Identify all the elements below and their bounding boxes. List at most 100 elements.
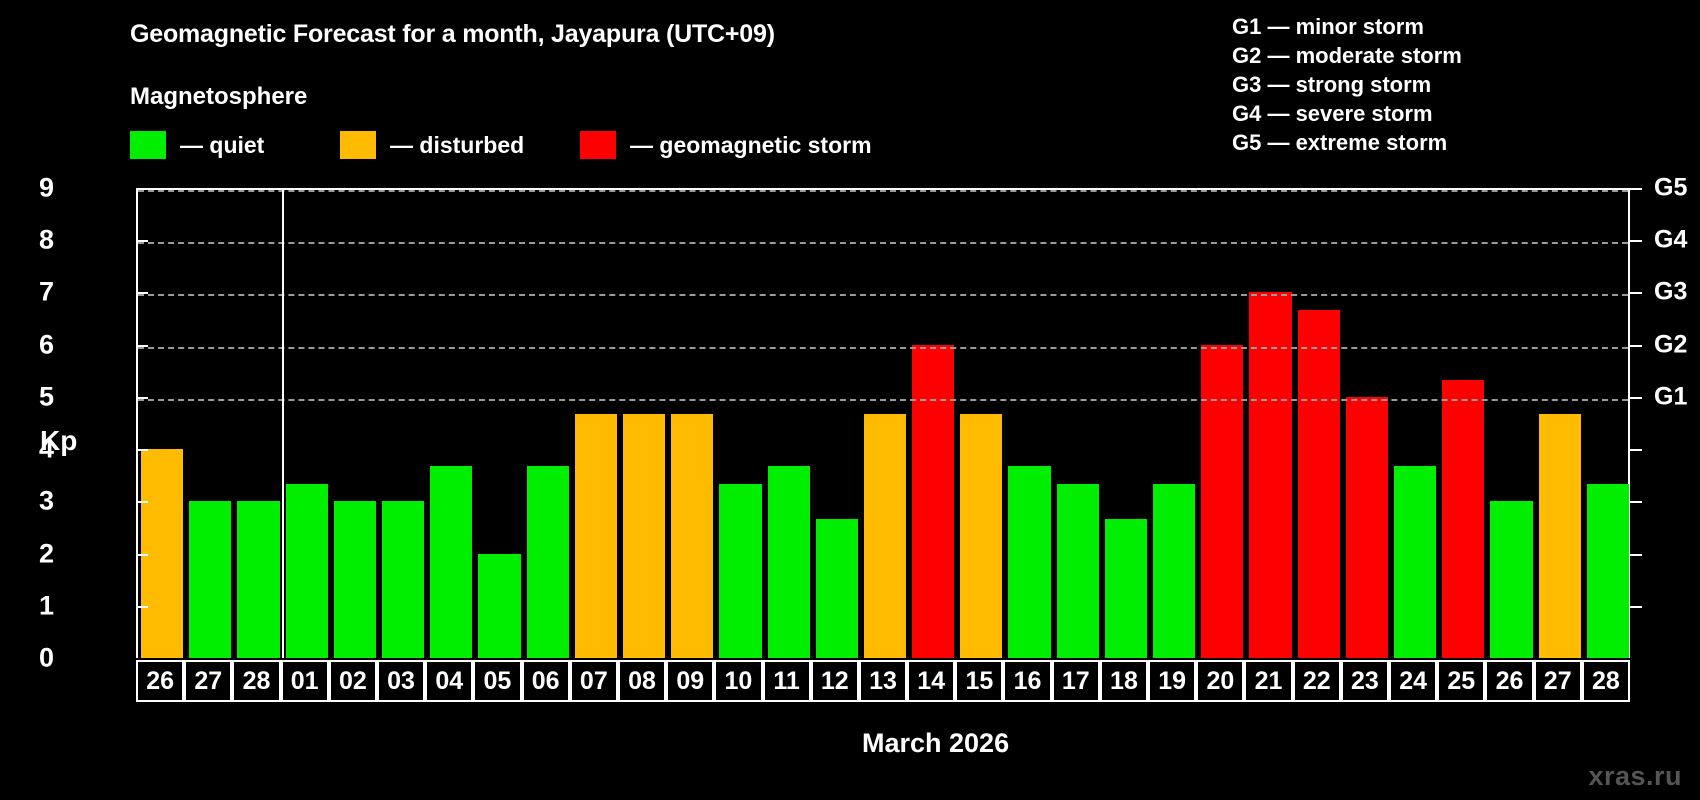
y-tick-label-6: 6: [38, 329, 54, 360]
bar-day-17-19: [1056, 484, 1099, 658]
day-label-28-30: 28: [1581, 660, 1630, 702]
day-label-27-29: 27: [1533, 660, 1582, 702]
legend-quiet-label: — quiet: [180, 131, 265, 158]
x-axis-label: March 2026: [862, 728, 1010, 758]
y-tick-label-1: 1: [38, 590, 54, 621]
y-tick-1: [136, 605, 148, 608]
page-title: Geomagnetic Forecast for a month, Jayapu…: [130, 20, 775, 48]
bar-day-23-25: [1345, 396, 1389, 658]
bar-day-01-3: [285, 484, 328, 658]
y-axis-label: Kp: [40, 425, 78, 456]
g-scale-line-2: G2 — moderate storm: [1232, 43, 1462, 68]
day-label-02-4: 02: [328, 660, 377, 702]
bar-day-06-8: [526, 466, 569, 658]
bar-day-14-16: [912, 344, 955, 658]
day-label-05-7: 05: [473, 660, 522, 702]
legend-storm-swatch: [580, 131, 616, 159]
day-label-22-24: 22: [1292, 660, 1341, 702]
bar-day-20-22: [1201, 344, 1244, 658]
day-label-06-8: 06: [521, 660, 570, 702]
legend-disturbed-label: — disturbed: [390, 131, 525, 158]
bar-day-09-11: [671, 414, 714, 658]
g-scale-line-3: G3 — strong storm: [1232, 72, 1432, 97]
right-axis-tick-5: [1630, 396, 1642, 399]
legend-disturbed-swatch: [340, 131, 376, 159]
gridline-kp-8: [138, 242, 1628, 245]
day-label-26-28: 26: [1485, 660, 1534, 702]
y-tick-6: [136, 344, 148, 347]
bar-day-11-13: [767, 466, 810, 658]
bar-day-02-4: [333, 501, 376, 658]
right-axis-tick-3: [1630, 501, 1642, 504]
day-label-24-26: 24: [1389, 660, 1438, 702]
bar-day-04-6: [430, 466, 473, 658]
y-tick-label-0: 0: [38, 642, 54, 673]
day-label-14-16: 14: [907, 660, 956, 702]
bar-day-25-27: [1442, 379, 1485, 658]
day-label-19-21: 19: [1148, 660, 1197, 702]
gridline-kp-9: [138, 190, 1628, 192]
bar-day-15-17: [960, 414, 1003, 658]
day-label-20-22: 20: [1196, 660, 1245, 702]
y-tick-label-7: 7: [38, 276, 54, 307]
y-tick-label-9: 9: [38, 172, 54, 203]
bar-day-16-18: [1008, 466, 1051, 658]
bar-day-07-9: [574, 414, 617, 658]
y-tick-4: [136, 449, 148, 452]
g-scale-line-1: G1 — minor storm: [1232, 14, 1424, 39]
bar-day-21-23: [1249, 292, 1292, 658]
gridline-kp-5: [138, 398, 1628, 401]
bar-day-22-24: [1297, 309, 1340, 658]
bar-day-26-0: [141, 449, 184, 658]
right-axis-tick-6: [1630, 344, 1642, 347]
g-axis-label-g1: G1: [1654, 382, 1688, 411]
day-label-28-2: 28: [232, 660, 281, 702]
legend-quiet: — quiet: [130, 130, 264, 160]
day-label-16-18: 16: [1003, 660, 1052, 702]
day-label-12-14: 12: [810, 660, 859, 702]
bar-day-08-10: [622, 414, 666, 658]
y-tick-label-3: 3: [38, 485, 54, 516]
day-label-07-9: 07: [569, 660, 618, 702]
bar-day-27-29: [1538, 414, 1581, 658]
bar-day-27-1: [189, 501, 232, 658]
day-label-18-20: 18: [1099, 660, 1149, 702]
bar-day-18-20: [1104, 518, 1148, 658]
y-tick-8: [136, 240, 148, 243]
y-tick-9: [136, 188, 148, 190]
bar-day-26-28: [1490, 501, 1533, 658]
gridline-kp-7: [138, 294, 1628, 297]
bar-series: [138, 190, 1629, 658]
bar-day-28-2: [237, 501, 280, 658]
bar-day-19-21: [1153, 484, 1196, 658]
y-tick-2: [136, 553, 148, 556]
day-label-23-25: 23: [1340, 660, 1390, 702]
g-axis-label-g5: G5: [1654, 173, 1688, 202]
right-axis-tick-2: [1630, 553, 1642, 556]
gridline-kp-6: [138, 346, 1628, 349]
watermark: xras.ru: [1588, 761, 1682, 791]
right-axis-tick-8: [1630, 240, 1642, 243]
legend-storm-label: — geomagnetic storm: [630, 131, 872, 158]
y-tick-3: [136, 501, 148, 504]
bar-day-03-5: [381, 501, 425, 658]
bar-day-28-30: [1586, 484, 1629, 658]
bar-day-05-7: [478, 553, 521, 658]
day-label-09-11: 09: [666, 660, 715, 702]
day-label-11-13: 11: [762, 660, 811, 702]
g-scale-line-5: G5 — extreme storm: [1232, 130, 1448, 155]
right-axis-tick-4: [1630, 449, 1642, 452]
g-axis-label-g4: G4: [1654, 225, 1688, 254]
y-tick-label-4: 4: [38, 433, 54, 464]
month-boundary-divider: [281, 190, 284, 658]
y-tick-label-5: 5: [38, 381, 54, 412]
x-axis-day-labels: 26 27 28 01 02 03 04 05 06 07 08 09 10 11 12 13 14 15 16 17…: [136, 660, 1630, 702]
bar-day-10-12: [719, 484, 762, 658]
magnetosphere-label: Magnetosphere: [130, 83, 308, 110]
g-axis-label-g3: G3: [1654, 277, 1688, 306]
y-tick-5: [136, 396, 148, 399]
g-axis-label-g2: G2: [1654, 330, 1688, 359]
plot-area: [136, 188, 1630, 658]
right-axis-tick-1: [1630, 605, 1642, 608]
legend-storm: — geomagnetic storm: [580, 130, 872, 160]
